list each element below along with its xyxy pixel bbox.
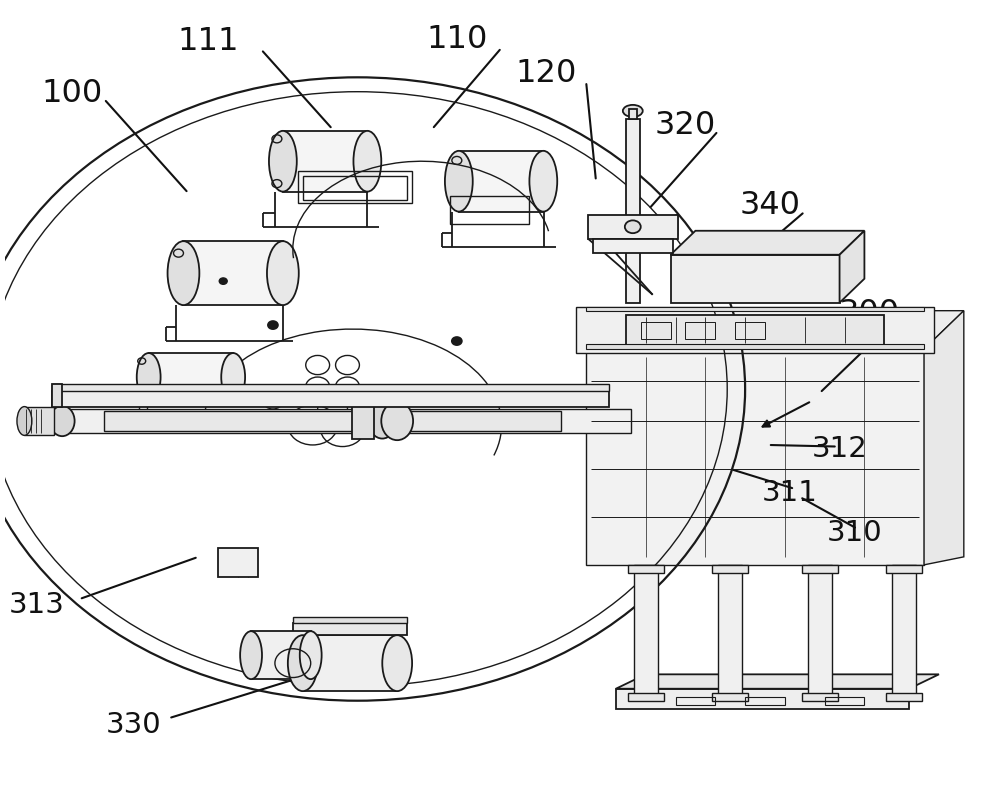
Bar <box>149 353 233 401</box>
Ellipse shape <box>381 402 413 440</box>
Text: 100: 100 <box>41 78 103 109</box>
Bar <box>718 565 742 697</box>
Bar <box>293 617 407 623</box>
Bar <box>802 565 838 573</box>
Bar <box>825 697 864 705</box>
Bar <box>352 403 374 439</box>
Ellipse shape <box>17 407 32 435</box>
Bar <box>676 697 715 705</box>
Ellipse shape <box>353 131 381 192</box>
Bar <box>52 384 62 407</box>
Bar <box>671 255 840 302</box>
Bar <box>139 401 147 421</box>
Bar <box>616 689 909 709</box>
Bar <box>593 239 673 253</box>
Ellipse shape <box>137 353 161 401</box>
Bar <box>303 176 407 200</box>
Polygon shape <box>840 231 864 302</box>
Bar <box>251 631 311 679</box>
Bar <box>735 322 765 339</box>
Bar <box>586 349 924 565</box>
Bar <box>802 693 838 701</box>
Polygon shape <box>671 231 864 255</box>
Bar <box>298 171 412 203</box>
Ellipse shape <box>382 635 412 691</box>
Text: 111: 111 <box>178 26 239 57</box>
Ellipse shape <box>50 406 75 436</box>
Polygon shape <box>616 674 939 689</box>
Text: 310: 310 <box>827 519 882 547</box>
Ellipse shape <box>267 241 299 305</box>
Text: 312: 312 <box>812 435 867 463</box>
Ellipse shape <box>288 635 318 691</box>
Ellipse shape <box>168 241 199 305</box>
Bar <box>712 565 748 573</box>
Text: 120: 120 <box>516 58 577 89</box>
Bar <box>586 307 924 311</box>
Bar <box>626 119 640 302</box>
Polygon shape <box>586 310 964 349</box>
Bar <box>283 131 367 192</box>
Bar <box>586 344 924 349</box>
Bar <box>183 241 283 305</box>
Text: 110: 110 <box>426 24 488 55</box>
Bar <box>808 565 832 697</box>
Bar <box>450 196 529 224</box>
Text: 311: 311 <box>762 479 818 507</box>
Bar <box>628 693 664 701</box>
Ellipse shape <box>368 403 396 439</box>
Bar <box>576 306 934 353</box>
Circle shape <box>219 278 227 285</box>
Bar <box>634 565 658 697</box>
Bar <box>629 109 637 119</box>
Ellipse shape <box>240 631 262 679</box>
Bar <box>745 697 785 705</box>
Circle shape <box>452 337 462 345</box>
Ellipse shape <box>300 631 322 679</box>
Bar <box>685 322 715 339</box>
Text: 313: 313 <box>8 591 64 619</box>
Circle shape <box>625 221 641 233</box>
Bar <box>52 384 609 391</box>
Text: 300: 300 <box>839 298 900 329</box>
Bar <box>52 391 609 407</box>
Bar <box>892 565 916 697</box>
Text: 320: 320 <box>655 110 716 141</box>
Bar <box>886 565 922 573</box>
Ellipse shape <box>623 105 643 117</box>
Bar <box>293 623 407 635</box>
Ellipse shape <box>269 131 297 192</box>
Text: 330: 330 <box>106 711 162 739</box>
Bar <box>218 548 258 577</box>
Ellipse shape <box>529 151 557 212</box>
Bar <box>303 635 397 691</box>
Bar <box>24 407 54 435</box>
Bar <box>641 322 671 339</box>
Circle shape <box>268 321 278 329</box>
Bar <box>628 565 664 573</box>
Bar <box>104 411 561 431</box>
Bar <box>886 693 922 701</box>
Ellipse shape <box>445 151 473 212</box>
Bar <box>459 151 543 212</box>
Bar <box>54 409 631 433</box>
Polygon shape <box>924 310 964 565</box>
Text: 340: 340 <box>739 190 800 221</box>
Bar <box>712 693 748 701</box>
Ellipse shape <box>221 353 245 401</box>
Bar <box>588 215 678 239</box>
Bar <box>626 314 884 345</box>
